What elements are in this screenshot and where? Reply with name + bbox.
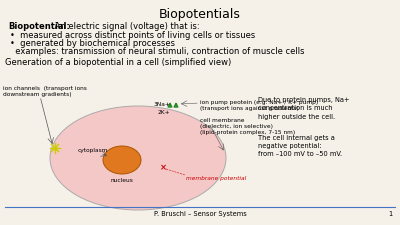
Text: ion pump peotein (e.g. Na+ / K+ pump)
(transport ions against gradients): ion pump peotein (e.g. Na+ / K+ pump) (t… — [200, 100, 318, 111]
Text: ion channels  (transport ions
downstream gradients): ion channels (transport ions downstream … — [3, 86, 87, 97]
Text: 3Na+: 3Na+ — [154, 102, 171, 107]
Text: 1: 1 — [388, 211, 392, 217]
Text: Generation of a biopotential in a cell (simplified view): Generation of a biopotential in a cell (… — [5, 58, 231, 67]
Text: •  generated by biochemical processes: • generated by biochemical processes — [10, 39, 175, 48]
Text: The cell internal gets a
negative potential:
from –100 mV to –50 mV.: The cell internal gets a negative potent… — [258, 135, 342, 158]
Ellipse shape — [103, 146, 141, 174]
Text: P. Bruschi – Sensor Systems: P. Bruschi – Sensor Systems — [154, 211, 246, 217]
Text: cell membrane
(dielectric, ion selective)
(lipid-protein complex, 7-15 nm): cell membrane (dielectric, ion selective… — [200, 118, 295, 135]
Text: Biopotentials: Biopotentials — [159, 8, 241, 21]
Text: examples: transmission of neural stimuli, contraction of muscle cells: examples: transmission of neural stimuli… — [10, 47, 304, 56]
Text: Due to protein pumps, Na+
concentration is much
higher outside the cell.: Due to protein pumps, Na+ concentration … — [258, 97, 350, 119]
Text: •  measured across distinct points of living cells or tissues: • measured across distinct points of liv… — [10, 31, 255, 40]
Text: 2K+: 2K+ — [158, 110, 171, 115]
Text: ×: × — [160, 164, 166, 173]
Ellipse shape — [50, 106, 226, 210]
Text: membrane potential: membrane potential — [186, 176, 246, 181]
Text: cytoplasm: cytoplasm — [78, 148, 108, 153]
Text: An electric signal (voltage) that is:: An electric signal (voltage) that is: — [52, 22, 200, 31]
Text: nucleus: nucleus — [110, 178, 134, 183]
Text: Biopotential:: Biopotential: — [8, 22, 70, 31]
